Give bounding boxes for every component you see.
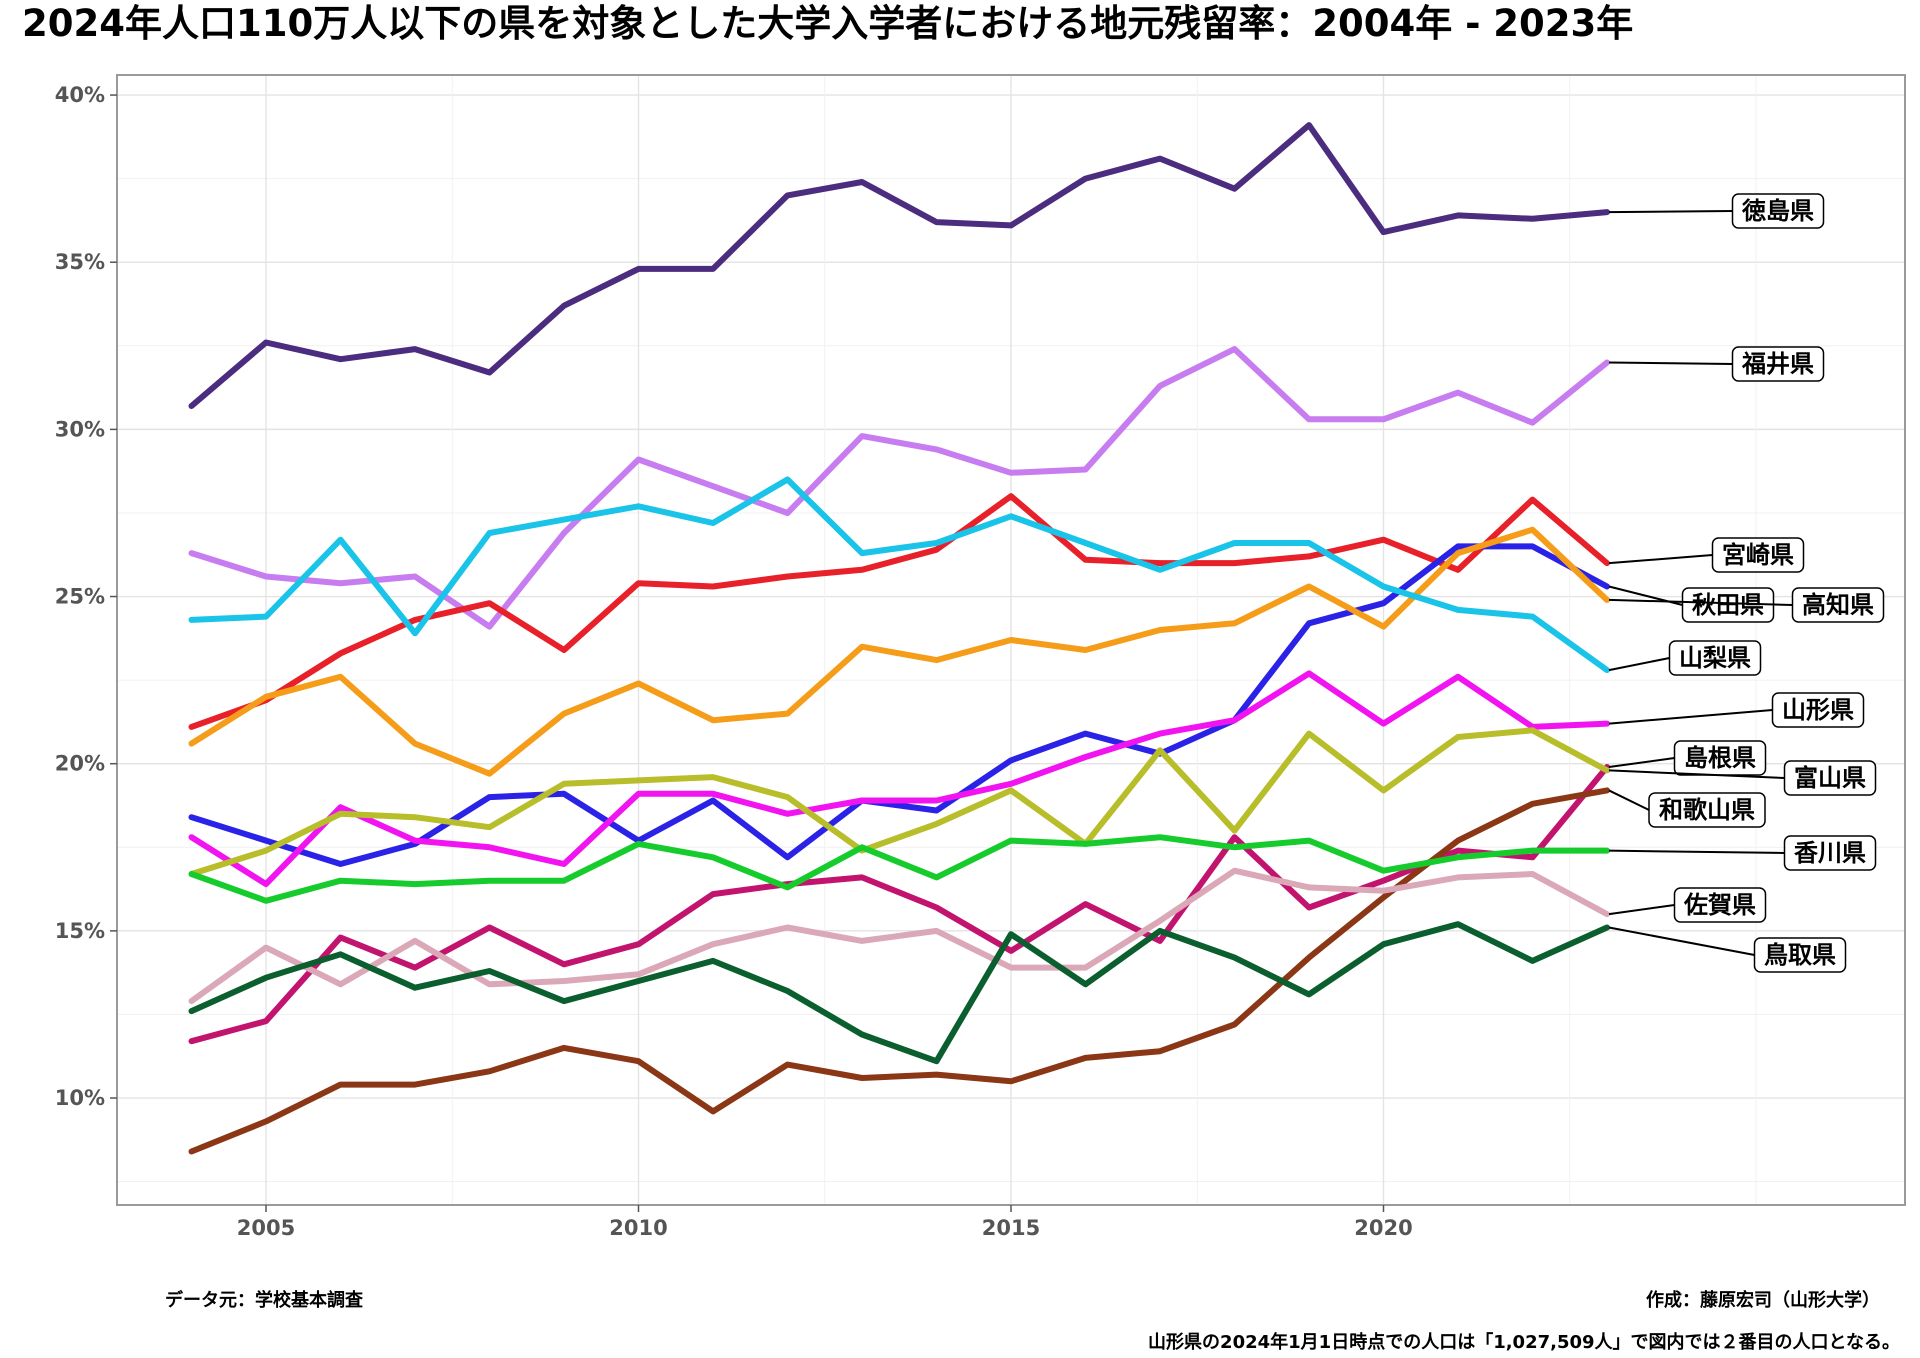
y-axis: 10% 15% 20% 25% 30% 35% 40% <box>55 83 117 1110</box>
end-label-text: 福井県 <box>1741 350 1814 378</box>
leader-line <box>1608 210 1733 214</box>
series-line <box>188 787 1610 1155</box>
end-label: 山梨県 <box>1608 640 1762 676</box>
leader-line <box>1608 904 1675 916</box>
end-label-box <box>1668 640 1762 676</box>
end-label: 宮崎県 <box>1608 537 1805 573</box>
series-line <box>188 727 1610 877</box>
end-label-box <box>1783 760 1877 796</box>
data-source-note: データ元：学校基本調査 <box>165 1289 363 1311</box>
y-tick-label: 20% <box>55 752 105 776</box>
series-line <box>188 867 1610 1005</box>
end-label-box <box>1753 937 1847 973</box>
leader-line <box>1608 554 1713 565</box>
end-label-box <box>1783 835 1877 871</box>
end-label: 鳥取県 <box>1608 926 1847 973</box>
series-line <box>188 921 1610 1065</box>
y-tick-label: 35% <box>55 250 105 274</box>
author-note: 作成：藤原宏司（山形大学） <box>1646 1289 1880 1311</box>
end-label: 秋田県 <box>1608 585 1775 623</box>
end-label-box <box>1771 692 1865 728</box>
x-axis: 2005 2010 2015 2020 <box>237 1205 1413 1240</box>
leader-line <box>1608 709 1773 725</box>
end-label-text: 徳島県 <box>1741 197 1814 225</box>
leader-line <box>1608 361 1733 365</box>
end-label-text: 宮崎県 <box>1722 541 1794 569</box>
leader-line <box>1608 789 1650 811</box>
end-label-box <box>1711 537 1805 573</box>
end-label: 高知県 <box>1608 587 1885 623</box>
end-label-text: 高知県 <box>1802 591 1874 619</box>
end-label-text: 秋田県 <box>1692 591 1764 619</box>
end-label-box <box>1731 193 1825 229</box>
end-label-text: 和歌山県 <box>1659 796 1755 824</box>
series-line <box>188 764 1610 1045</box>
chart-title: 2024年人口110万人以下の県を対象とした大学入学者における地元残留率：200… <box>22 2 1633 45</box>
leader-line <box>1608 849 1785 854</box>
end-label-text: 鳥取県 <box>1764 941 1836 969</box>
end-label: 徳島県 <box>1608 193 1825 229</box>
x-tick-label: 2015 <box>982 1216 1040 1240</box>
end-label: 島根県 <box>1608 740 1767 776</box>
end-label-box <box>1673 887 1767 923</box>
x-tick-label: 2020 <box>1354 1216 1412 1240</box>
end-label-text: 島根県 <box>1684 744 1756 772</box>
end-label: 福井県 <box>1608 346 1825 382</box>
y-tick-label: 15% <box>55 919 105 943</box>
end-label: 佐賀県 <box>1608 887 1767 923</box>
leader-line <box>1608 769 1785 779</box>
series-line <box>188 476 1610 674</box>
end-label: 富山県 <box>1608 760 1877 796</box>
leader-line <box>1608 926 1755 956</box>
end-label-text: 山形県 <box>1782 696 1854 724</box>
leader-line <box>1608 757 1675 769</box>
x-tick-label: 2005 <box>237 1216 295 1240</box>
y-tick-label: 40% <box>55 83 105 107</box>
end-label-box <box>1648 792 1766 828</box>
population-note: 山形県の2024年1月1日時点での人口は「1,027,509人」で図内では２番目… <box>1148 1331 1900 1353</box>
series-line <box>188 526 1610 777</box>
series-lines <box>188 122 1610 1155</box>
y-tick-label: 10% <box>55 1086 105 1110</box>
end-label: 山形県 <box>1608 692 1865 728</box>
leader-line <box>1608 657 1670 672</box>
series-line <box>188 346 1610 630</box>
y-tick-label: 25% <box>55 585 105 609</box>
series-line <box>188 122 1610 409</box>
end-label-text: 富山県 <box>1794 764 1866 792</box>
end-label-box <box>1791 587 1885 623</box>
series-line <box>188 834 1610 904</box>
series-line <box>188 670 1610 888</box>
end-label-box <box>1731 346 1825 382</box>
end-label-text: 山梨県 <box>1679 644 1751 672</box>
end-label-text: 香川県 <box>1794 839 1866 867</box>
series-line <box>188 543 1610 867</box>
end-label: 香川県 <box>1608 835 1877 871</box>
y-tick-label: 30% <box>55 417 105 441</box>
end-label-text: 佐賀県 <box>1683 891 1756 919</box>
x-tick-label: 2010 <box>609 1216 667 1240</box>
leader-line <box>1608 598 1793 606</box>
end-label: 和歌山県 <box>1608 789 1766 828</box>
